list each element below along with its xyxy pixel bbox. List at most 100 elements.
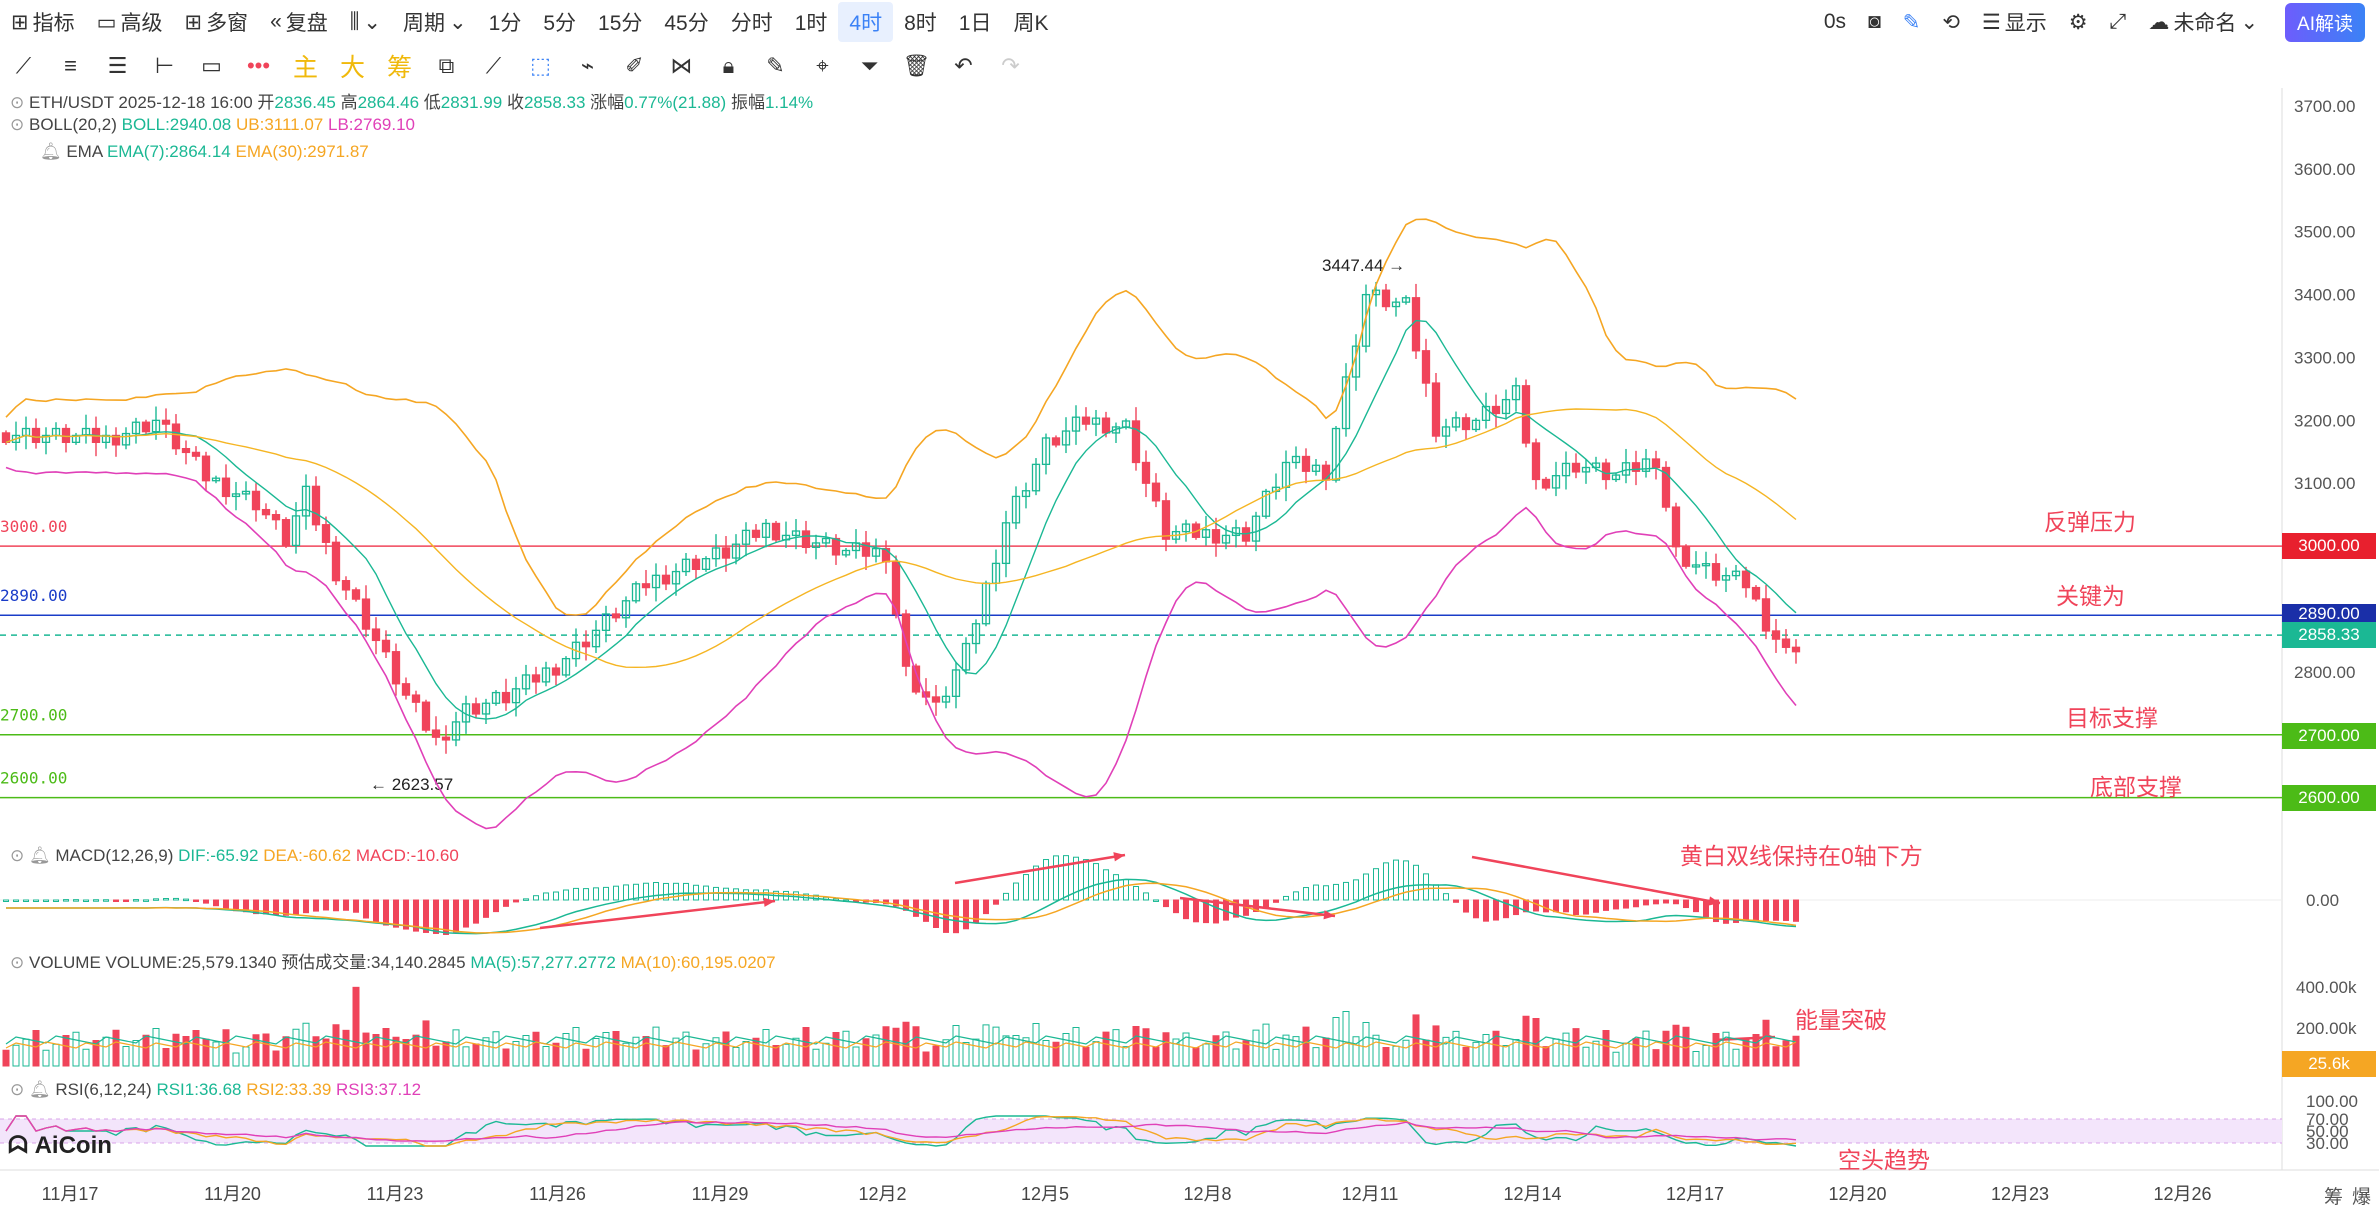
macd-bar <box>1063 855 1069 901</box>
chip-distribution-button[interactable]: 筹 <box>386 54 412 82</box>
macd-bar <box>543 892 549 901</box>
advanced-button[interactable]: ▭ 高级 <box>96 10 163 36</box>
macd-bar <box>333 899 339 912</box>
period-tab[interactable]: 1分 <box>488 12 522 35</box>
big-order-button[interactable]: 大 <box>339 54 365 82</box>
period-tab[interactable]: 15分 <box>598 12 643 35</box>
macd-bar <box>33 899 39 902</box>
volume-bar <box>1732 1048 1740 1067</box>
candle <box>1791 646 1801 653</box>
volume-current-tag: 25.6k <box>2282 1051 2376 1077</box>
candle <box>1721 574 1731 581</box>
macd-arrow-3 <box>1179 896 1336 918</box>
macd-bar <box>203 899 209 904</box>
camera-icon[interactable]: ◙ <box>1868 10 1881 33</box>
ai-analysis-button[interactable]: AI解读 <box>2285 2 2365 42</box>
corner-label-liq[interactable]: 爆 <box>2352 1187 2372 1208</box>
macd-arrow-4 <box>1471 855 1721 905</box>
chart-type-button[interactable]: ⫼ ⌄ <box>339 2 392 42</box>
period-tab[interactable]: 周K <box>1013 12 1049 35</box>
candle <box>1061 430 1071 446</box>
period-tab[interactable]: 1时 <box>794 12 828 35</box>
lock-icon[interactable]: 🔒︎ <box>722 53 735 78</box>
select-icon[interactable]: ⬚ <box>530 53 551 78</box>
collapse-icon[interactable]: ⊙ <box>10 846 25 865</box>
bell-icon[interactable]: 🔔︎ <box>40 142 62 161</box>
horizontal-line-icon[interactable]: ⊢ <box>154 53 175 78</box>
macd-bar <box>623 884 629 901</box>
candle <box>191 451 201 457</box>
candle <box>1601 462 1611 481</box>
magnet-icon[interactable]: ⋈ <box>670 53 693 78</box>
macd-bar <box>1283 895 1289 901</box>
tag-icon[interactable]: ⌖ <box>816 53 829 78</box>
display-button[interactable]: ☰ 显示 <box>1981 10 2047 36</box>
collapse-icon[interactable]: ⊙ <box>10 953 25 972</box>
layout-icon[interactable]: ⟲ <box>1942 10 1960 34</box>
period-tab[interactable]: 分时 <box>730 12 773 35</box>
period-tab[interactable]: 45分 <box>664 12 709 35</box>
replay-button[interactable]: «复盘 <box>270 10 328 35</box>
candle <box>471 703 481 715</box>
trash-icon[interactable]: 🗑︎ <box>902 53 931 78</box>
volume-bar <box>1322 1037 1330 1067</box>
filter-icon[interactable]: ⏷ <box>860 53 879 78</box>
template-dropdown[interactable]: ☁ 未命名 ⌄ <box>2148 10 2259 36</box>
macd-bar <box>633 883 639 901</box>
line-tool-icon[interactable]: ⟋ <box>15 53 32 78</box>
period-tab[interactable]: 8时 <box>904 12 937 35</box>
fullscreen-icon[interactable]: ⤢ <box>2109 10 2127 33</box>
macd-bar <box>1503 899 1509 919</box>
candle <box>1581 466 1591 473</box>
ruler-icon[interactable]: ⌁ <box>580 53 595 78</box>
gear-icon[interactable]: ⚙ <box>2068 10 2088 34</box>
candle <box>461 703 471 723</box>
edit-icon[interactable]: ✎ <box>766 53 785 78</box>
date-label: 12月26 <box>2153 1184 2211 1204</box>
volume-bar <box>832 1032 840 1067</box>
multi-window-button[interactable]: ⊞ 多窗 <box>184 10 249 36</box>
grid-icon: ⊞ <box>184 10 203 34</box>
period-tab[interactable]: 1日 <box>958 12 992 35</box>
volume-annotation: 能量突破 <box>1795 1007 1887 1033</box>
rectangle-icon[interactable]: ▭ <box>201 53 222 78</box>
fib-tool-icon[interactable]: ☰ <box>107 53 128 78</box>
volume-bar <box>792 1037 800 1067</box>
volume-ma5-line <box>5 1035 1797 1045</box>
collapse-icon[interactable]: ⊙ <box>10 115 25 134</box>
candle <box>271 514 281 521</box>
price-axis-label: 3400.00 <box>2294 286 2355 305</box>
auto-draw-icon[interactable]: ⧉ <box>438 53 455 78</box>
macd-bar <box>1723 899 1729 924</box>
more-tools-icon[interactable]: ••• <box>246 53 271 78</box>
macd-bar <box>1543 899 1549 913</box>
volume-bar <box>52 1043 60 1067</box>
candle <box>331 541 341 582</box>
candle <box>1501 398 1511 415</box>
brush-icon[interactable]: ✐ <box>625 53 644 78</box>
volume-bar <box>662 1045 670 1067</box>
collapse-icon[interactable]: ⊙ <box>10 93 25 112</box>
collapse-icon[interactable]: ⊙ <box>10 1080 25 1099</box>
volume-bar <box>1012 1035 1020 1067</box>
period-tab[interactable]: 5分 <box>543 12 577 35</box>
measure-icon[interactable]: ⟋ <box>485 53 502 78</box>
indicators-button[interactable]: ⊞ 指标 <box>11 10 75 36</box>
parallel-tool-icon[interactable]: ≡ <box>64 53 77 78</box>
period-tab[interactable]: 4时 <box>838 2 894 42</box>
period-dropdown[interactable]: 周期 ⌄ <box>403 10 467 36</box>
undo-icon[interactable]: ↶ <box>954 53 973 78</box>
macd-bar <box>223 899 229 910</box>
volume-bar <box>392 1036 400 1067</box>
corner-label-chip[interactable]: 筹 <box>2324 1187 2344 1208</box>
pen-icon[interactable]: ✎ <box>1902 10 1921 34</box>
macd-bar <box>93 899 99 902</box>
volume-bar <box>362 1032 370 1067</box>
bell-icon[interactable]: 🔔︎ <box>28 1080 51 1099</box>
macd-bar <box>3 899 9 902</box>
bell-icon[interactable]: 🔔︎ <box>28 846 51 865</box>
main-chip-button[interactable]: 主 <box>292 54 318 82</box>
redo-icon[interactable]: ↷ <box>1001 53 1020 78</box>
candle <box>541 667 551 683</box>
